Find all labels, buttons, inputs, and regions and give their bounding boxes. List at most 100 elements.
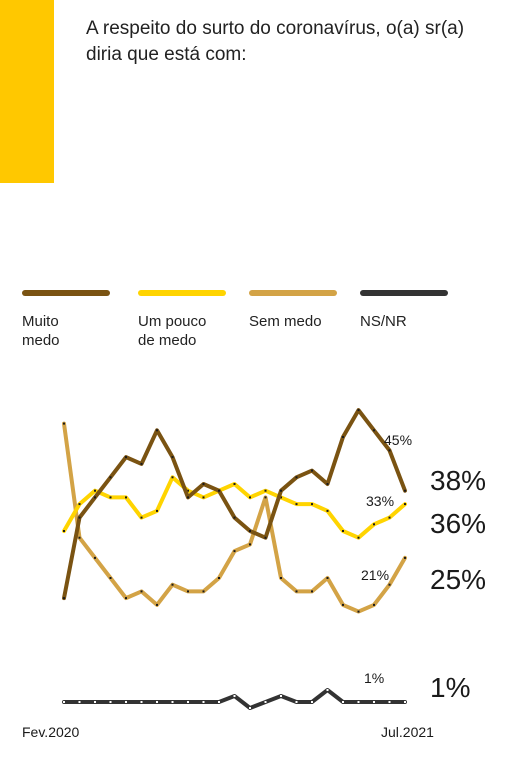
end-label-muito-medo: 38% (430, 465, 486, 496)
data-point-muito-medo-2 (94, 496, 96, 499)
legend-label-line: NS/NR (360, 313, 407, 330)
data-point-um-pouco-de-medo-0 (63, 530, 65, 532)
data-point-muito-medo-19 (357, 409, 360, 412)
data-point-um-pouco-de-medo-4 (125, 496, 127, 499)
data-point-muito-medo-9 (202, 483, 205, 485)
data-point-sem-medo-22 (404, 556, 406, 559)
data-point-um-pouco-de-medo-5 (140, 516, 143, 519)
data-point-ns-nr-17 (326, 689, 329, 691)
data-point-um-pouco-de-medo-7 (171, 476, 174, 479)
data-point-muito-medo-15 (295, 476, 298, 479)
end-label-sem-medo: 25% (430, 564, 486, 595)
data-point-muito-medo-5 (140, 462, 143, 465)
legend-label-line: Um pouco (138, 313, 207, 330)
series-line-ns-nr (62, 688, 407, 710)
data-point-ns-nr-11 (233, 695, 236, 697)
data-point-ns-nr-12 (249, 707, 251, 709)
annotation-muito-medo: 45% (384, 432, 412, 448)
annotation-ns-nr: 1% (364, 670, 384, 686)
data-point-muito-medo-18 (342, 436, 344, 438)
data-point-ns-nr-13 (264, 701, 267, 703)
legend-swatch-ns-nr (360, 290, 448, 296)
data-point-um-pouco-de-medo-20 (373, 523, 375, 526)
data-point-muito-medo-10 (218, 489, 220, 492)
data-point-ns-nr-1 (78, 701, 81, 703)
data-point-muito-medo-8 (187, 496, 189, 499)
data-point-ns-nr-14 (280, 695, 282, 697)
data-point-um-pouco-de-medo-13 (264, 489, 267, 492)
data-point-ns-nr-8 (187, 701, 189, 703)
data-point-sem-medo-20 (373, 603, 375, 606)
annotation-sem-medo: 21% (361, 567, 389, 583)
annotation-um-pouco-de-medo: 33% (366, 493, 394, 509)
data-point-sem-medo-2 (94, 556, 96, 559)
data-point-um-pouco-de-medo-15 (295, 503, 298, 506)
data-point-ns-nr-22 (404, 701, 406, 703)
data-point-um-pouco-de-medo-17 (326, 509, 329, 512)
data-point-sem-medo-6 (156, 603, 158, 606)
data-point-ns-nr-10 (218, 701, 220, 703)
series-line-muito-medo (62, 408, 407, 601)
data-point-um-pouco-de-medo-11 (233, 483, 236, 485)
data-point-um-pouco-de-medo-12 (249, 496, 251, 499)
data-point-muito-medo-14 (280, 489, 282, 492)
data-point-ns-nr-21 (388, 701, 391, 703)
data-point-sem-medo-19 (357, 610, 360, 613)
data-point-muito-medo-22 (404, 489, 406, 492)
data-point-ns-nr-7 (171, 701, 174, 703)
data-point-sem-medo-0 (63, 422, 65, 425)
legend-item-muito-medo: Muito medo (22, 290, 117, 350)
data-point-muito-medo-17 (326, 483, 329, 485)
legend-label-sem-medo: Sem medo (249, 312, 344, 331)
data-point-um-pouco-de-medo-16 (311, 503, 313, 506)
data-point-ns-nr-0 (63, 701, 65, 703)
legend-item-um-pouco-de-medo: Um pouco de medo (138, 290, 233, 350)
legend-label-line: Muito (22, 313, 59, 330)
data-point-sem-medo-14 (280, 577, 282, 579)
legend-label-um-pouco-de-medo: Um pouco de medo (138, 312, 233, 350)
legend: Muito medo Um pouco de medo Sem medo NS/… (22, 290, 492, 360)
data-point-um-pouco-de-medo-2 (94, 489, 96, 492)
data-point-sem-medo-7 (171, 583, 174, 586)
data-point-muito-medo-13 (264, 536, 267, 539)
data-point-um-pouco-de-medo-19 (357, 536, 360, 539)
data-point-sem-medo-11 (233, 550, 236, 553)
data-point-um-pouco-de-medo-6 (156, 509, 158, 512)
end-label-ns-nr: 1% (430, 672, 470, 703)
data-point-sem-medo-16 (311, 590, 313, 593)
data-point-um-pouco-de-medo-3 (109, 496, 112, 499)
data-point-ns-nr-3 (109, 701, 112, 703)
data-point-ns-nr-4 (125, 701, 127, 703)
data-point-sem-medo-12 (249, 543, 251, 546)
chart-title: A respeito do surto do coronavírus, o(a)… (86, 18, 465, 65)
data-point-um-pouco-de-medo-18 (342, 530, 344, 532)
x-axis-start-label: Fev.2020 (22, 724, 80, 740)
data-point-um-pouco-de-medo-14 (280, 496, 282, 499)
data-point-muito-medo-4 (125, 456, 127, 459)
legend-label-muito-medo: Muito medo (22, 312, 117, 350)
data-point-um-pouco-de-medo-8 (187, 489, 189, 492)
data-point-muito-medo-0 (63, 597, 65, 600)
legend-label-line: Sem medo (249, 313, 322, 330)
data-point-ns-nr-15 (295, 701, 298, 703)
x-axis-end-label: Jul.2021 (381, 724, 434, 740)
data-point-muito-medo-3 (109, 476, 112, 479)
data-point-sem-medo-18 (342, 603, 344, 606)
data-point-um-pouco-de-medo-1 (78, 503, 81, 506)
legend-swatch-um-pouco-de-medo (138, 290, 226, 296)
data-point-sem-medo-1 (78, 536, 81, 539)
data-point-um-pouco-de-medo-21 (388, 516, 391, 519)
data-point-sem-medo-21 (388, 583, 391, 586)
data-point-ns-nr-19 (357, 701, 360, 703)
data-point-muito-medo-12 (249, 530, 251, 532)
legend-swatch-muito-medo (22, 290, 110, 296)
data-point-ns-nr-9 (202, 701, 205, 703)
data-point-muito-medo-7 (171, 456, 174, 459)
data-point-um-pouco-de-medo-9 (202, 496, 205, 499)
data-point-ns-nr-2 (94, 701, 96, 703)
data-point-sem-medo-10 (218, 577, 220, 579)
data-point-sem-medo-4 (125, 597, 127, 600)
legend-label-line: de medo (138, 332, 197, 349)
data-point-muito-medo-20 (373, 429, 375, 432)
